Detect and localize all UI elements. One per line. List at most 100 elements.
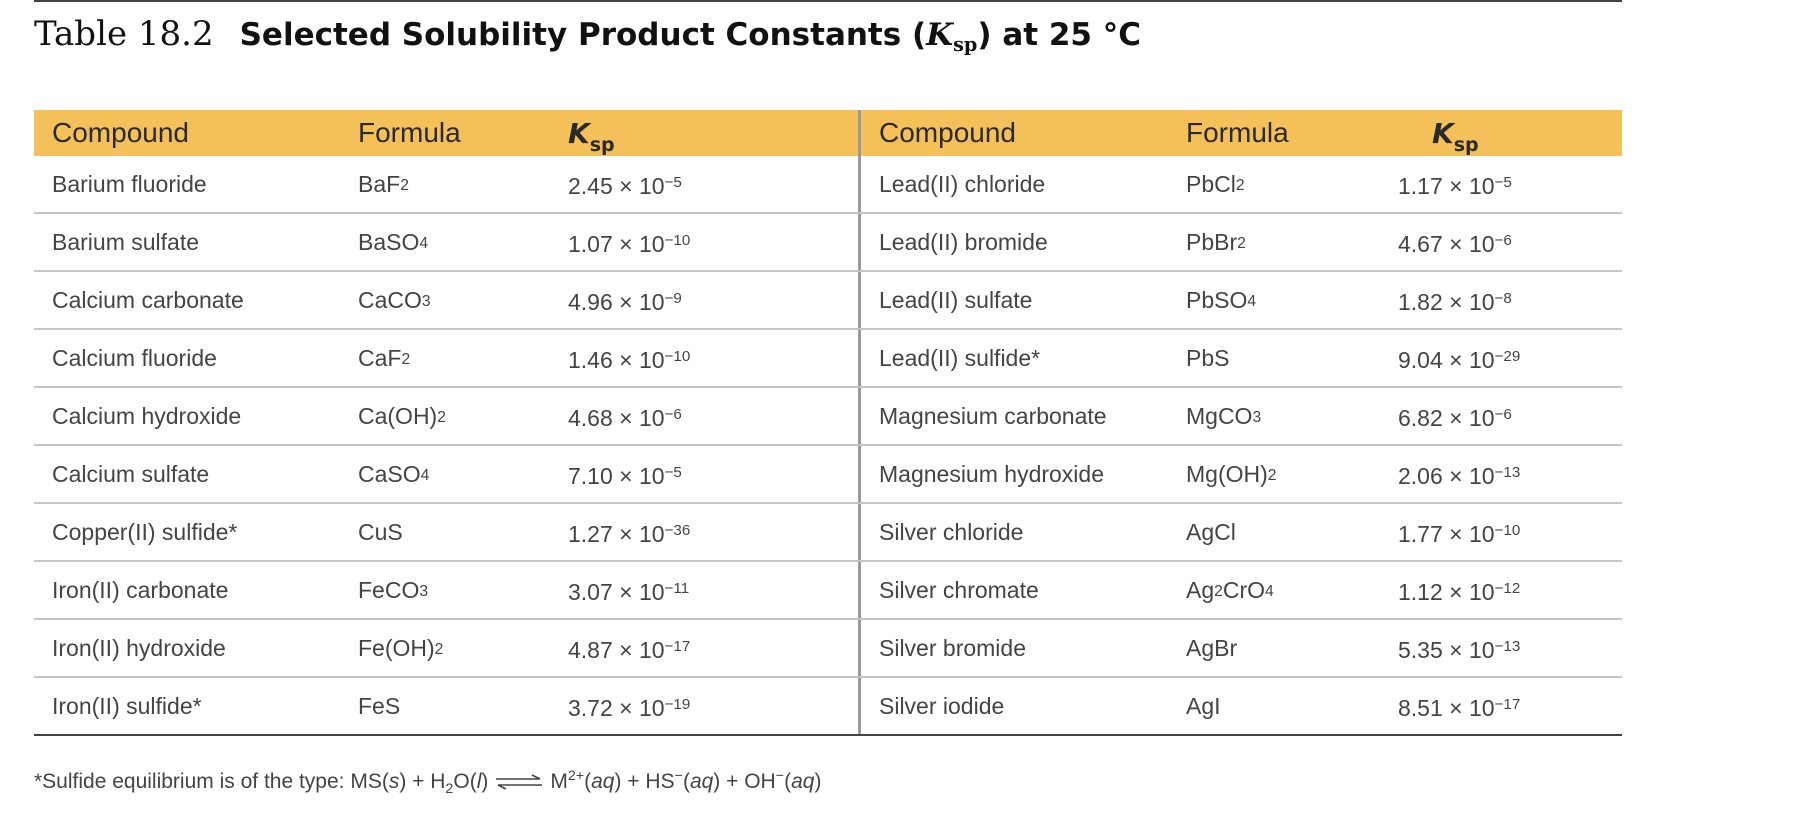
ksp-mantissa: 8.51 × 10 [1398, 694, 1495, 721]
footnote-text: ( [784, 770, 792, 793]
ksp-mantissa: 6.82 × 10 [1398, 404, 1495, 431]
ksp-cell: 7.10 × 10 −5 [562, 446, 861, 502]
formula-text: CrO [1222, 576, 1266, 603]
formula-cell: BaF 2 [358, 170, 409, 197]
table-header: Compound Formula Ksp Compound Formula Ks… [34, 110, 1622, 156]
formula-text: CaSO [358, 460, 421, 487]
formula-cell: Ag 2 CrO 4 [1186, 576, 1274, 603]
compound-cell: Lead(II) sulfide* [879, 344, 1041, 371]
ksp-cell: 1.82 × 10 −8 [1398, 288, 1512, 315]
caption-k-symbol: K [926, 17, 954, 53]
formula-cell: PbSO 4 [1186, 286, 1257, 313]
compound-cell: Calcium hydroxide [52, 402, 242, 429]
header-k-subscript: sp [1453, 133, 1479, 156]
compound-cell: Silver bromide [879, 634, 1026, 661]
ksp-cell: 3.72 × 10 −19 [562, 678, 861, 734]
ksp-mantissa: 1.82 × 10 [1398, 288, 1495, 315]
ksp-cell: 4.68 × 10 −6 [562, 388, 861, 444]
compound-cell: Iron(II) hydroxide [52, 634, 226, 661]
table-row: Iron(II) sulfide* FeS 3.72 × 10 −19 Silver i… [34, 678, 1622, 736]
compound-cell: Calcium fluoride [52, 344, 217, 371]
footnote-italic-text: s [388, 770, 400, 793]
ksp-mantissa: 4.96 × 10 [568, 288, 665, 315]
formula-cell: PbCl 2 [1186, 170, 1245, 197]
footnote-superscript: − [775, 768, 785, 784]
formula-cell: CaF 2 [358, 344, 411, 371]
formula-text: CuS [358, 518, 403, 545]
footnote-superscript: − [674, 768, 683, 784]
footnote-text: ( [682, 770, 690, 793]
ksp-mantissa: 9.04 × 10 [1398, 346, 1495, 373]
formula-cell: PbS [1180, 330, 1390, 386]
footnote-italic-text: l [476, 770, 482, 793]
formula-text: Mg(OH) [1186, 460, 1268, 487]
formula-text: PbS [1186, 344, 1230, 371]
formula-cell: Ca(OH) 2 [358, 402, 446, 429]
ksp-mantissa: 3.07 × 10 [568, 578, 665, 605]
formula-text: FeS [358, 692, 401, 719]
formula-cell: CaCO 3 [358, 286, 431, 313]
ksp-cell: 2.06 × 10 −13 [1398, 462, 1521, 489]
compound-cell: Silver iodide [879, 692, 1005, 719]
header-formula-left: Formula [358, 117, 461, 148]
table-row: Iron(II) hydroxide Fe(OH) 2 4.87 × 10 −17 Sil… [34, 620, 1622, 678]
compound-cell: Calcium carbonate [52, 286, 244, 313]
footnote-reactants: *Sulfide equilibrium is of the type: MS(… [34, 770, 488, 796]
ksp-mantissa: 4.67 × 10 [1398, 230, 1495, 257]
table-row: Barium fluoride BaF 2 2.45 × 10 −5 Lead(II) c… [34, 156, 1622, 214]
ksp-mantissa: 1.12 × 10 [1398, 578, 1495, 605]
table-title: Table 18.2 Selected Solubility Product C… [34, 14, 1141, 62]
formula-cell: AgI [1180, 678, 1390, 734]
formula-cell: Mg(OH) 2 [1186, 460, 1277, 487]
ksp-cell: 1.77 × 10 −10 [1398, 520, 1521, 547]
formula-text: CaF [358, 344, 402, 371]
ksp-mantissa: 4.68 × 10 [568, 404, 665, 431]
compound-cell: Magnesium carbonate [879, 402, 1107, 429]
ksp-cell: 4.87 × 10 −17 [562, 620, 861, 676]
ksp-cell: 4.67 × 10 −6 [1398, 230, 1512, 257]
ksp-mantissa: 3.72 × 10 [568, 694, 665, 721]
formula-cell: CaSO 4 [358, 460, 430, 487]
header-k-symbol: K [1432, 116, 1454, 150]
ksp-mantissa: 1.77 × 10 [1398, 520, 1495, 547]
ksp-mantissa: 5.35 × 10 [1398, 636, 1495, 663]
table-row: Calcium hydroxide Ca(OH) 2 4.68 × 10 −6 Magne… [34, 388, 1622, 446]
compound-cell: Lead(II) bromide [879, 228, 1048, 255]
table-number: Table 18.2 [34, 14, 214, 54]
ksp-cell: 8.51 × 10 −17 [1398, 694, 1521, 721]
compound-cell: Magnesium hydroxide [879, 460, 1105, 487]
footnote-text: ) + H [399, 770, 446, 793]
formula-text: BaSO [358, 228, 420, 255]
ksp-cell: 1.17 × 10 −5 [1398, 172, 1512, 199]
compound-cell: Silver chromate [879, 576, 1039, 603]
ksp-mantissa: 4.87 × 10 [568, 636, 665, 663]
formula-text: FeCO [358, 576, 420, 603]
compound-cell: Copper(II) sulfide* [52, 518, 238, 545]
table-caption: Selected Solubility Product Constants (K… [240, 17, 1142, 56]
footnote-superscript: 2+ [567, 768, 585, 784]
compound-cell: Lead(II) chloride [879, 170, 1046, 197]
footnote-products: M2+(aq) + HS−(aq) + OH−(aq) [550, 768, 822, 794]
ksp-cell: 1.07 × 10 −10 [562, 214, 861, 270]
formula-text: PbCl [1186, 170, 1236, 197]
ksp-mantissa: 2.06 × 10 [1398, 462, 1495, 489]
header-ksp-left: Ksp [562, 110, 861, 156]
compound-cell: Barium fluoride [52, 170, 207, 197]
caption-text-end: ) at 25 °C [977, 17, 1142, 53]
header-formula-right: Formula [1186, 117, 1289, 148]
compound-cell: Lead(II) sulfate [879, 286, 1033, 313]
formula-text: AgI [1186, 692, 1221, 719]
ksp-cell: 1.12 × 10 −12 [1398, 578, 1521, 605]
ksp-mantissa: 1.46 × 10 [568, 346, 665, 373]
footnote-text: ) [814, 770, 822, 793]
footnote-text: O( [453, 770, 477, 793]
header-k-subscript: sp [589, 133, 615, 156]
formula-cell: Fe(OH) 2 [358, 634, 444, 661]
footnote-text: *Sulfide equilibrium is of the type: MS( [34, 770, 389, 793]
table-row: Barium sulfate BaSO 4 1.07 × 10 −10 Lead(II) … [34, 214, 1622, 272]
header-k-symbol: K [568, 116, 590, 150]
table-row: Calcium sulfate CaSO 4 7.10 × 10 −5 Magnesium… [34, 446, 1622, 504]
formula-text: BaF [358, 170, 401, 197]
ksp-cell: 3.07 × 10 −11 [562, 562, 861, 618]
table-row: Iron(II) carbonate FeCO 3 3.07 × 10 −11 Silve… [34, 562, 1622, 620]
